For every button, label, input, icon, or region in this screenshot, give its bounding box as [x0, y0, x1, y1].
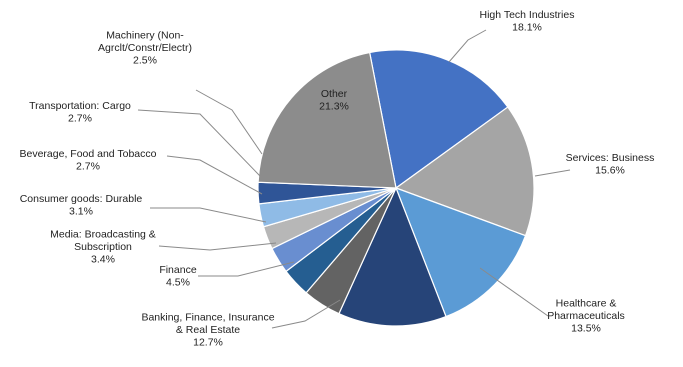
data-label-value-healthcare-pharmaceuticals: 13.5% [571, 323, 601, 335]
data-label-name-healthcare-pharmaceuticals: Pharmaceuticals [547, 310, 625, 322]
data-label-name-finance: Finance [159, 264, 197, 276]
data-label-value-services-business: 15.6% [595, 164, 625, 176]
data-label-value-consumer-goods-durable: 3.1% [69, 205, 93, 217]
data-label-name-machinery-non-agrclt-constr-electr: Agrclt/Constr/Electr) [98, 42, 192, 54]
data-label-name-machinery-non-agrclt-constr-electr: Machinery (Non- [106, 30, 184, 42]
leader-line-finance [198, 261, 295, 277]
pie-slice-high-tech-industries [368, 49, 509, 190]
data-label-name-media-broadcasting-subscription: Subscription [74, 241, 132, 253]
data-label-value-other: 21.3% [319, 100, 349, 112]
data-label-name-banking-finance-insurance-real-estate: & Real Estate [176, 324, 240, 336]
pie-slice-other [257, 51, 397, 189]
data-label-value-media-broadcasting-subscription: 3.4% [91, 254, 115, 266]
data-label-name-services-business: Services: Business [566, 152, 655, 164]
data-label-value-high-tech-industries: 18.1% [512, 21, 542, 33]
leader-line-machinery-non-agrclt-constr-electr [195, 89, 263, 155]
leader-line-healthcare-pharmaceuticals [479, 267, 549, 317]
pie-slice-healthcare-pharmaceuticals [394, 186, 527, 318]
leader-line-transportation-cargo [137, 109, 261, 177]
leader-line-consumer-goods-durable [150, 207, 267, 223]
pie-slice-services-business [394, 106, 535, 237]
leader-line-services-business [534, 169, 571, 177]
data-label-value-finance: 4.5% [166, 276, 190, 288]
leader-line-beverage-food-and-tobacco [166, 155, 263, 195]
data-label-value-beverage-food-and-tobacco: 2.7% [76, 160, 100, 172]
data-label-name-banking-finance-insurance-real-estate: Banking, Finance, Insurance [141, 312, 274, 324]
data-label-name-other: Other [321, 88, 348, 100]
leader-line-media-broadcasting-subscription [158, 242, 277, 251]
data-label-name-high-tech-industries: High Tech Industries [480, 9, 575, 21]
data-label-value-transportation-cargo: 2.7% [68, 112, 92, 124]
data-label-value-machinery-non-agrclt-constr-electr: 2.5% [133, 55, 157, 67]
data-label-name-transportation-cargo: Transportation: Cargo [29, 100, 131, 112]
pie-slice-banking-finance-insurance-real-estate [338, 186, 447, 327]
data-label-name-media-broadcasting-subscription: Media: Broadcasting & [50, 229, 156, 241]
leader-line-banking-finance-insurance-real-estate [271, 299, 341, 329]
leader-line-high-tech-industries [448, 29, 487, 63]
data-label-value-banking-finance-insurance-real-estate: 12.7% [193, 337, 223, 349]
data-label-name-consumer-goods-durable: Consumer goods: Durable [20, 193, 143, 205]
data-label-name-beverage-food-and-tobacco: Beverage, Food and Tobacco [20, 148, 157, 160]
data-label-name-healthcare-pharmaceuticals: Healthcare & [556, 298, 617, 310]
